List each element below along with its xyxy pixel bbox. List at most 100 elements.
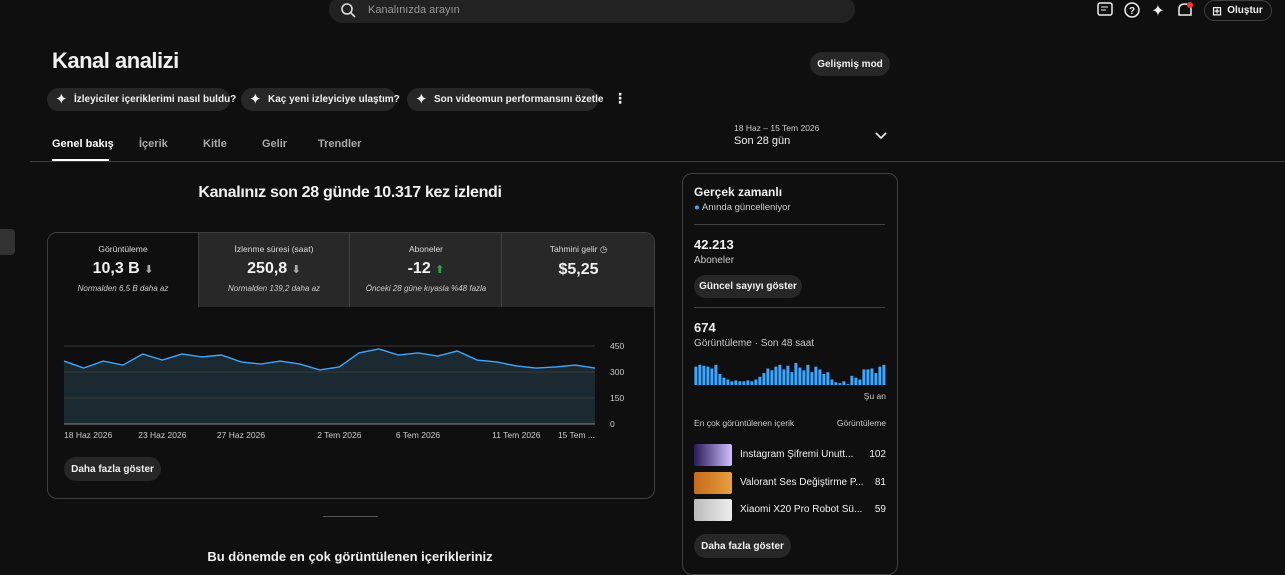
bar [814, 366, 818, 385]
x-tick-label: 11 Tem 2026 [492, 430, 541, 440]
bar [698, 364, 702, 385]
views-chart: 0 150 300 450 18 Haz 2026 23 Haz 2026 27 Haz 2… [63, 341, 624, 440]
search-bar[interactable]: Kanalınızda arayın [329, 0, 855, 23]
bar [702, 365, 706, 385]
bar [726, 379, 730, 385]
bar [782, 369, 786, 385]
bar [818, 369, 822, 385]
bar [762, 373, 766, 385]
thumbnail[interactable] [694, 444, 732, 466]
tab-active[interactable]: Genel bakış [52, 138, 114, 150]
bar [858, 379, 862, 385]
tab[interactable]: İçerik [139, 138, 168, 150]
metric-label: Aboneler [408, 244, 444, 254]
bar [758, 376, 762, 385]
create-label: Oluştur [1227, 5, 1263, 16]
bar [730, 381, 734, 385]
date-chevron[interactable] [874, 131, 888, 141]
bar [778, 364, 782, 385]
bar [742, 381, 746, 385]
bar [786, 365, 790, 385]
x-tick-label: 6 Tem 2026 [396, 430, 441, 440]
bar [802, 370, 806, 385]
bar [714, 364, 718, 385]
bar [842, 381, 846, 385]
x-tick-label: 27 Haz 2026 [217, 430, 265, 440]
bar [750, 381, 754, 385]
metric-note: Önceki 28 güne kıyasla %48 fazla [365, 284, 487, 293]
now-label: Şu an [863, 391, 886, 401]
svg-text:?: ? [1129, 6, 1135, 17]
bar [706, 366, 710, 385]
overview-card: Görüntüleme 10,3 B ⬇ Normalden 6,5 B daha … [47, 232, 655, 499]
tab[interactable]: Gelir [262, 138, 288, 150]
bar [806, 364, 810, 385]
bar [834, 382, 838, 385]
bar [810, 372, 814, 385]
bar [738, 381, 742, 385]
thumbnail[interactable] [694, 499, 732, 521]
content-title[interactable]: Xiaomi X20 Pro Robot Sü... [740, 504, 863, 515]
search-placeholder: Kanalınızda arayın [368, 4, 460, 16]
x-tick-label: 2 Tem 2026 [317, 430, 362, 440]
top-header: En çok görüntülenen içerik [694, 418, 795, 428]
content-views: 59 [874, 504, 886, 515]
header-icons[interactable]: ? ✦ [1096, 1, 1196, 21]
bar [718, 374, 722, 385]
y-tick-label: 450 [610, 341, 624, 351]
bar [846, 384, 850, 385]
realtime-bars [694, 363, 886, 385]
show-count-button[interactable]: Güncel sayıyı göster [694, 275, 802, 298]
views-count: 674 [694, 320, 716, 335]
suggestion-chip[interactable]: Kaç yeni izleyiciye ulaştım? [241, 88, 400, 111]
x-tick-label: 23 Haz 2026 [138, 430, 186, 440]
suggestion-chip[interactable]: İzleyiciler içeriklerimi nasıl buldu? [47, 88, 236, 111]
metric-card[interactable]: İzlenme süresi (saat) 250,8 ⬇ Normalden 13… [199, 233, 350, 307]
bar [710, 368, 714, 385]
tab[interactable]: Kitle [203, 138, 227, 150]
bar [694, 366, 698, 385]
bar [766, 368, 770, 385]
bar [774, 366, 778, 385]
tab-underline [52, 159, 109, 161]
content-views: 81 [874, 476, 886, 488]
separator [323, 516, 378, 517]
date-range: 18 Haz – 15 Tem 2026 [734, 123, 820, 133]
metric-value: 10,3 B [92, 260, 140, 277]
svg-text:✦: ✦ [1151, 3, 1164, 20]
y-tick-label: 0 [610, 419, 615, 429]
more-button[interactable]: Daha fazla göster [64, 457, 161, 481]
realtime-more-button[interactable]: Daha fazla göster [694, 534, 791, 558]
content-title[interactable]: Valorant Ses Değiştirme P... [740, 476, 864, 488]
metric-card[interactable]: Görüntüleme 10,3 B ⬇ Normalden 6,5 B daha … [48, 233, 199, 307]
bar [798, 367, 802, 385]
metrics-row: Görüntüleme 10,3 B ⬇ Normalden 6,5 B daha … [48, 233, 654, 307]
tab[interactable]: Trendler [318, 138, 362, 150]
metric-card[interactable]: Aboneler -12 ⬆ Önceki 28 güne kıyasla %48 … [351, 233, 502, 307]
metric-label: Tahmini gelir [549, 244, 598, 254]
bar [794, 363, 798, 385]
date-label[interactable]: Son 28 gün [734, 135, 791, 147]
create-button[interactable]: ⊞ Oluştur [1204, 0, 1272, 21]
bar [870, 368, 874, 385]
page: Kanalınızda arayın ? ✦ ⊞ Oluştur Kanal an… [0, 0, 1285, 562]
content-title[interactable]: Instagram Şifremi Unutt... [740, 449, 854, 460]
thumbnail[interactable] [694, 471, 732, 494]
metric-label: İzlenme süresi (saat) [234, 244, 314, 254]
views-label: Görüntüleme · Son 48 saat [694, 338, 815, 349]
x-tick-label: 15 Tem ... [558, 430, 595, 440]
advanced-mode-button[interactable]: Gelişmiş mod [810, 52, 890, 76]
side-tab[interactable] [0, 229, 15, 255]
bar [882, 364, 886, 385]
more-menu[interactable]: ⋮ [613, 90, 627, 106]
top-metric: Görüntüleme [836, 418, 886, 428]
y-tick-label: 300 [610, 367, 624, 377]
realtime-status: ● Anında güncelleniyor [694, 202, 791, 213]
bar [826, 372, 830, 385]
metric-card[interactable]: Tahmini gelir ◷ $5,25 [503, 233, 654, 307]
content-views: 102 [869, 449, 886, 460]
area [64, 348, 595, 424]
suggestion-chip[interactable]: Son videomun performansını özetle [407, 88, 603, 111]
subscriber-label: Aboneler [694, 255, 735, 266]
line [63, 348, 596, 371]
